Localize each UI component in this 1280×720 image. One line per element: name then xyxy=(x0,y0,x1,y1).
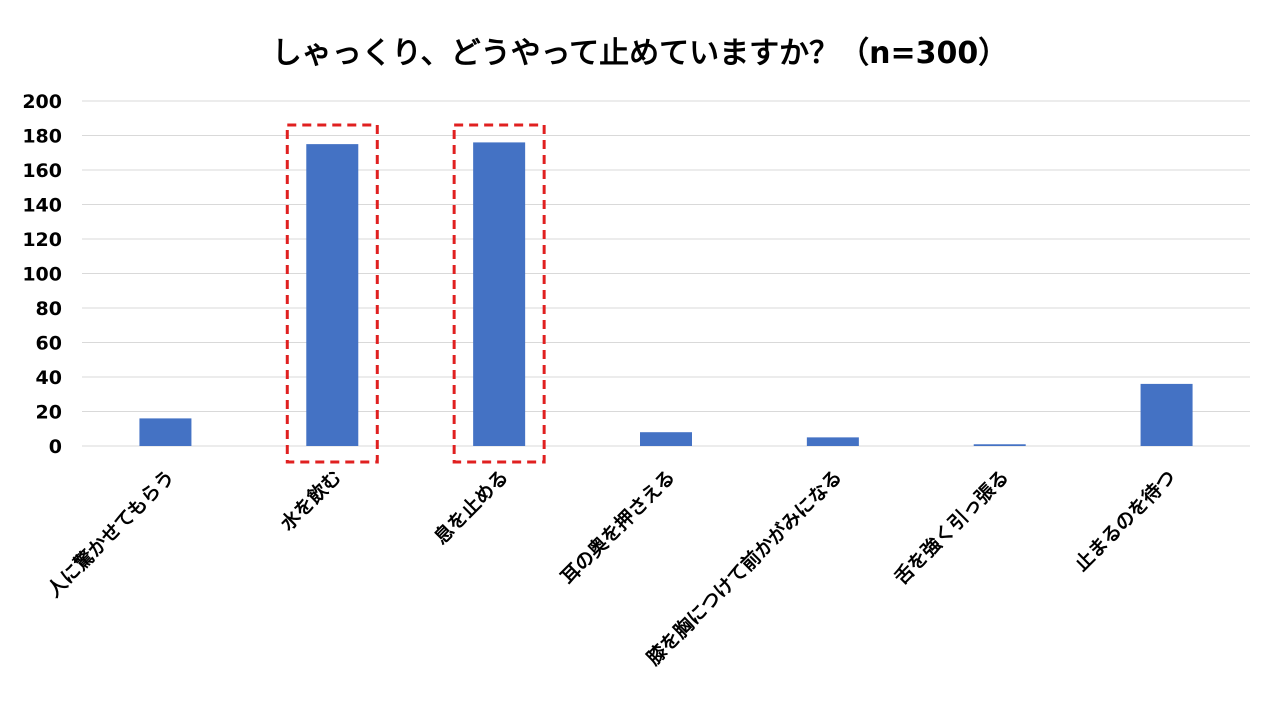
x-tick-label: 水を飲む xyxy=(276,465,346,535)
highlight-box xyxy=(285,123,379,464)
bar xyxy=(806,437,859,446)
y-tick-label: 140 xyxy=(22,195,62,217)
y-tick-label: 0 xyxy=(49,436,62,458)
y-tick-label: 100 xyxy=(22,264,62,286)
y-tick-label: 80 xyxy=(36,298,62,320)
x-tick-label: 舌を強く引っ張る xyxy=(889,465,1013,589)
x-tick-label: 膝を胸につけて前かがみになる xyxy=(642,465,846,669)
bar xyxy=(1140,383,1193,446)
x-axis-labels: 人に驚かせてもらう 水を飲む 息を止める 耳の奥を押さえる膝を胸につけて前かがみになる… xyxy=(42,465,1180,669)
x-tick-label: 耳の奥を押さえる xyxy=(556,465,679,588)
x-tick-label: 止まるのを待つ xyxy=(1070,465,1180,575)
highlight-box xyxy=(452,123,546,464)
y-tick-label: 160 xyxy=(22,160,62,182)
x-tick-label: 人に驚かせてもらう xyxy=(42,465,179,602)
chart-title: しゃっくり、どうやって止めていますか？（n=300） xyxy=(271,36,1009,71)
highlight-boxes xyxy=(285,123,546,464)
x-tick-label: 息を止める xyxy=(429,465,512,548)
bar xyxy=(306,144,359,446)
bar xyxy=(139,418,192,446)
y-tick-label: 40 xyxy=(36,367,62,389)
bars xyxy=(139,142,1193,446)
gridlines xyxy=(82,100,1250,447)
bar xyxy=(640,432,692,446)
y-tick-label: 60 xyxy=(36,333,62,355)
y-tick-label: 200 xyxy=(22,91,62,113)
y-tick-label: 180 xyxy=(22,126,62,148)
y-tick-label: 120 xyxy=(22,229,62,251)
y-axis-ticks: 0 20 40 60 80 100 120 140 160 180 200 xyxy=(22,91,62,458)
y-tick-label: 20 xyxy=(36,402,62,424)
bar xyxy=(973,444,1026,446)
bar xyxy=(473,142,526,446)
